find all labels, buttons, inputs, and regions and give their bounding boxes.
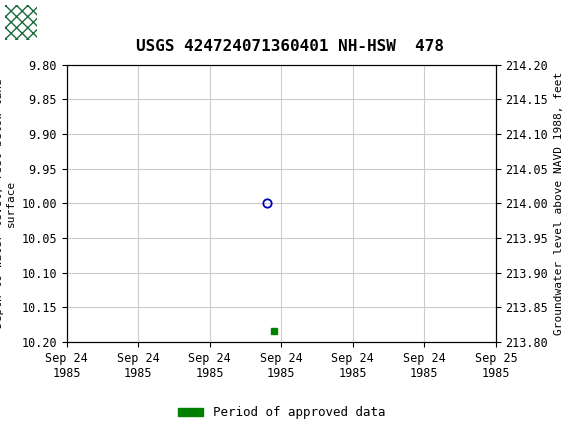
Text: USGS: USGS bbox=[42, 13, 102, 32]
Y-axis label: Groundwater level above NAVD 1988, feet: Groundwater level above NAVD 1988, feet bbox=[554, 71, 564, 335]
Text: USGS 424724071360401 NH-HSW  478: USGS 424724071360401 NH-HSW 478 bbox=[136, 39, 444, 54]
Legend: Period of approved data: Period of approved data bbox=[173, 401, 390, 424]
Y-axis label: Depth to water level, feet below land
surface: Depth to water level, feet below land su… bbox=[0, 78, 16, 328]
Bar bbox=[5, 6, 37, 40]
Bar bbox=[5, 6, 37, 40]
